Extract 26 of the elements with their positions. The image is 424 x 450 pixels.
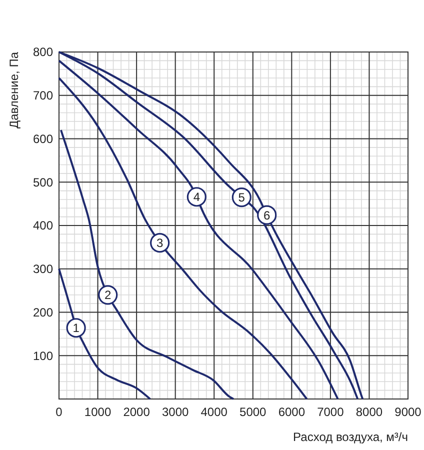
- y-tick-label: 500: [32, 175, 54, 190]
- x-tick-label: 0: [56, 405, 63, 419]
- y-tick-label: 400: [32, 218, 54, 233]
- y-tick-label: 200: [32, 305, 54, 320]
- y-axis-title: Давление, Па: [7, 52, 21, 129]
- x-tick-label: 8000: [356, 405, 383, 419]
- annotation: 3: [156, 236, 164, 250]
- x-tick-label: 7000: [317, 405, 344, 419]
- y-tick-label: 700: [32, 88, 54, 103]
- x-tick-label: 2000: [123, 405, 150, 419]
- y-tick-label: 300: [32, 262, 54, 276]
- annotation: 5: [238, 190, 246, 205]
- annotation: 4: [193, 190, 200, 204]
- y-tick-label: 600: [32, 132, 54, 146]
- x-tick-label: 4000: [200, 405, 228, 419]
- x-tick-label: 9000: [394, 405, 422, 419]
- x-tick-label: 3000: [162, 405, 190, 419]
- x-axis-title: Расход воздуха, м³/ч: [293, 430, 408, 444]
- annotation: 2: [104, 288, 112, 302]
- annotation: 6: [264, 208, 271, 222]
- x-tick-label: 1000: [84, 405, 112, 419]
- x-tick-label: 6000: [278, 405, 306, 419]
- x-tick-label: 5000: [240, 405, 267, 419]
- y-tick-label: 800: [32, 45, 54, 60]
- annotation: 1: [72, 321, 80, 336]
- y-tick-label: 100: [32, 348, 54, 363]
